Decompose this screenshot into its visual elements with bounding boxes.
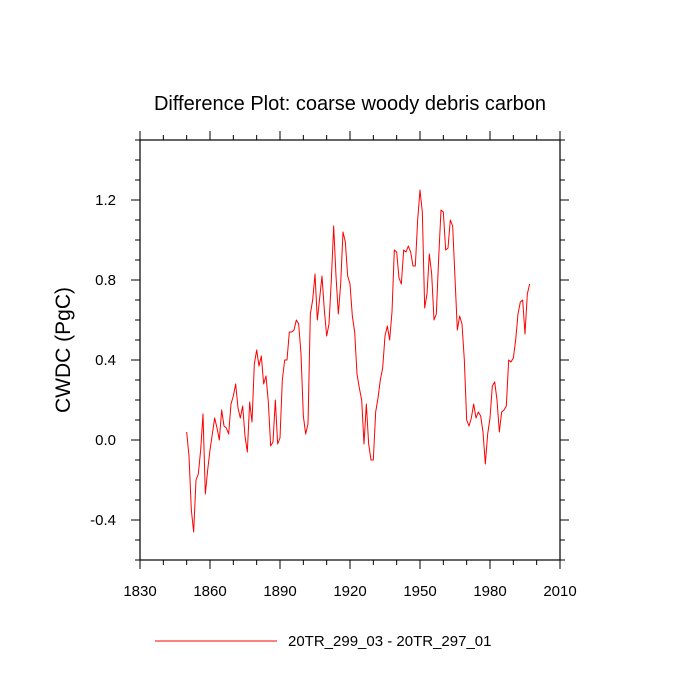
x-tick-label: 1860 bbox=[193, 583, 226, 600]
y-tick-label: 1.2 bbox=[95, 192, 116, 209]
x-tick-label: 1950 bbox=[403, 583, 436, 600]
series-line bbox=[186, 189, 531, 533]
y-tick-label: -0.4 bbox=[90, 512, 116, 529]
x-tick-label: 1890 bbox=[263, 583, 296, 600]
y-tick-label: 0.8 bbox=[95, 272, 116, 289]
x-tick-label: 1830 bbox=[123, 583, 156, 600]
y-tick-label: 0.4 bbox=[95, 352, 116, 369]
x-tick-labels: 1830 1860 1890 1920 1950 1980 2010 bbox=[123, 583, 576, 600]
x-tick-label: 2010 bbox=[543, 583, 576, 600]
chart-title: Difference Plot: coarse woody debris car… bbox=[154, 93, 546, 115]
y-tick-label: 0.0 bbox=[95, 432, 116, 449]
legend: 20TR_299_03 - 20TR_297_01 bbox=[155, 633, 491, 650]
legend-label: 20TR_299_03 - 20TR_297_01 bbox=[288, 633, 491, 650]
axis-ticks bbox=[131, 131, 569, 569]
y-axis-label: CWDC (PgC) bbox=[52, 287, 75, 413]
x-tick-label: 1980 bbox=[473, 583, 506, 600]
y-tick-labels: -0.4 0.0 0.4 0.8 1.2 bbox=[90, 192, 116, 529]
x-tick-label: 1920 bbox=[333, 583, 366, 600]
